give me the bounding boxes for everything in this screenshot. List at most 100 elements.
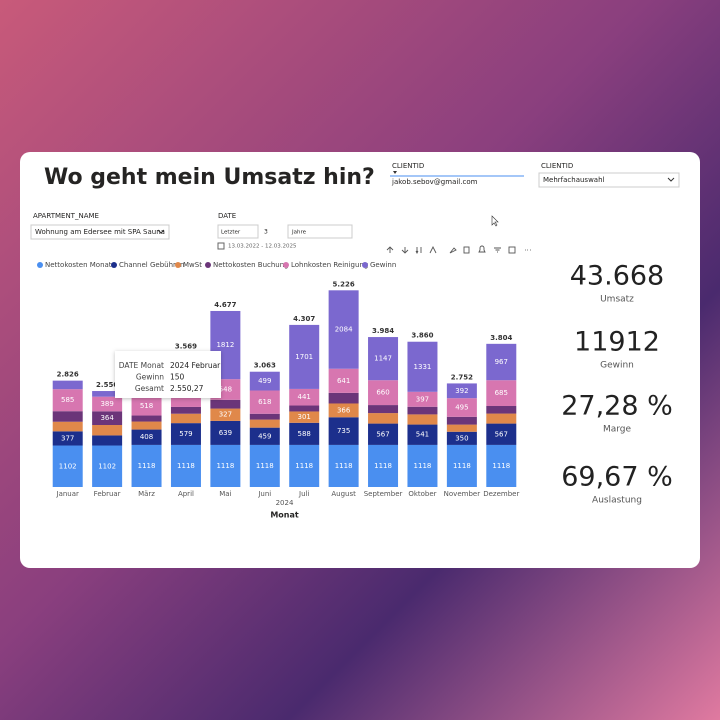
bar-segment xyxy=(52,431,83,446)
toolbar-icon[interactable] xyxy=(429,245,437,254)
legend-label: Channel Gebühren xyxy=(119,261,184,269)
bar-segment xyxy=(52,389,83,412)
bar-segment xyxy=(486,444,517,487)
segment-label: 1118 xyxy=(335,462,353,470)
bar-segment xyxy=(131,421,162,430)
slicer-label: DATE xyxy=(218,212,236,220)
legend-label: Lohnkosten Reinigung xyxy=(291,261,368,269)
bar-segment xyxy=(52,445,83,487)
bar-segment xyxy=(289,405,320,412)
x-tick-label: September xyxy=(364,490,403,498)
dropdown[interactable] xyxy=(287,224,353,239)
segment-label: 377 xyxy=(61,434,74,442)
kpi-value: 43.668 xyxy=(570,261,664,292)
segment-label: 1118 xyxy=(177,462,195,470)
segment-label: 1118 xyxy=(414,462,432,470)
segment-label: 1102 xyxy=(59,462,77,470)
x-tick-label: März xyxy=(138,490,155,498)
segment-label: 1118 xyxy=(138,462,156,470)
toolbar-icon[interactable] xyxy=(478,245,486,253)
segment-label: 1118 xyxy=(295,462,313,470)
toolbar-icon[interactable] xyxy=(508,246,516,254)
segment-label: 441 xyxy=(298,393,311,401)
toolbar-icon[interactable] xyxy=(415,247,422,255)
slicer-value[interactable]: jakob.sebov@gmail.com xyxy=(391,178,478,186)
segment-label: 567 xyxy=(376,430,389,438)
toolbar-icon[interactable] xyxy=(494,247,501,253)
legend-swatch xyxy=(175,262,181,268)
segment-label: 541 xyxy=(416,431,429,439)
kpi-label: Gewinn xyxy=(600,361,634,371)
bar-segment xyxy=(328,392,359,404)
bar-segment xyxy=(170,413,201,424)
tooltip-label: Gesamt xyxy=(135,384,164,393)
total-label: 3.860 xyxy=(411,332,433,340)
segment-label: 548 xyxy=(219,385,232,393)
segment-label: 459 xyxy=(258,432,271,440)
segment-label: 1102 xyxy=(98,462,116,470)
bar-segment xyxy=(52,380,83,390)
toolbar-icon[interactable] xyxy=(401,247,409,254)
bar-segment xyxy=(92,396,123,412)
kpi-value: 11912 xyxy=(574,327,660,358)
segment-label: 639 xyxy=(219,429,232,437)
segment-label: 660 xyxy=(376,389,389,397)
bar-segment xyxy=(407,444,438,487)
segment-label: 735 xyxy=(337,427,350,435)
bar-segment xyxy=(368,444,399,487)
dropdown[interactable] xyxy=(217,224,259,239)
bar-segment xyxy=(486,406,517,414)
bar-segment xyxy=(170,406,201,414)
bar-segment xyxy=(368,423,399,445)
bar-segment xyxy=(210,408,241,421)
segment-label: 366 xyxy=(337,406,351,414)
slicer-mode: Letzter xyxy=(221,230,241,236)
segment-label: 2084 xyxy=(335,326,353,334)
bar-segment xyxy=(407,414,438,425)
bar-segment xyxy=(368,380,399,406)
mouse-cursor xyxy=(491,215,499,227)
toolbar-icon[interactable] xyxy=(386,246,394,253)
bar-segment xyxy=(368,337,399,381)
bar-segment xyxy=(92,435,123,446)
bar-segment xyxy=(210,420,241,445)
bar-segment xyxy=(328,290,359,369)
bar-segment xyxy=(289,411,320,423)
bar-segment xyxy=(407,406,438,415)
segment-label: 567 xyxy=(495,430,508,438)
segment-label: 685 xyxy=(495,389,508,397)
toolbar-icon[interactable] xyxy=(449,247,457,254)
segment-label: 499 xyxy=(258,377,271,385)
tooltip-value: 2024 Februar xyxy=(170,361,221,370)
segment-label: 408 xyxy=(140,433,153,441)
tooltip-value: 2.550,27 xyxy=(170,384,204,393)
segment-label: 1118 xyxy=(492,462,510,470)
total-label: 3.063 xyxy=(254,362,276,370)
bar-segment xyxy=(446,424,477,432)
legend-label: MwSt xyxy=(183,261,202,269)
bar-segment xyxy=(210,444,241,487)
tooltip-label: DATE Monat xyxy=(119,361,164,370)
x-tick-label: Dezember xyxy=(483,490,519,498)
segment-label: 1701 xyxy=(295,353,313,361)
tooltip: DATE Monat 2024 Februar Gewinn 150 Gesamt 2.5… xyxy=(115,351,221,398)
bar-segment xyxy=(486,423,517,445)
x-tick-label: Mai xyxy=(219,490,231,498)
segment-label: 389 xyxy=(100,400,113,408)
bar-segment xyxy=(289,324,320,389)
slicer-count[interactable]: 3 xyxy=(264,229,268,236)
segment-label: 397 xyxy=(416,395,429,403)
kpi-label: Auslastung xyxy=(592,496,642,506)
kpi-cards: 43.668 Umsatz 11912 Gewinn 27,28 % Marge 69,67… xyxy=(561,261,673,506)
slicer-unit: Jahre xyxy=(291,230,307,236)
bar-segment xyxy=(249,419,280,428)
bar-segment xyxy=(170,423,201,445)
segment-label: 1812 xyxy=(216,341,234,349)
bar-segment xyxy=(131,429,162,445)
toolbar-icon[interactable] xyxy=(463,246,470,254)
kpi-label: Umsatz xyxy=(600,295,634,305)
dropdown[interactable] xyxy=(538,172,680,188)
dropdown[interactable] xyxy=(30,224,170,240)
